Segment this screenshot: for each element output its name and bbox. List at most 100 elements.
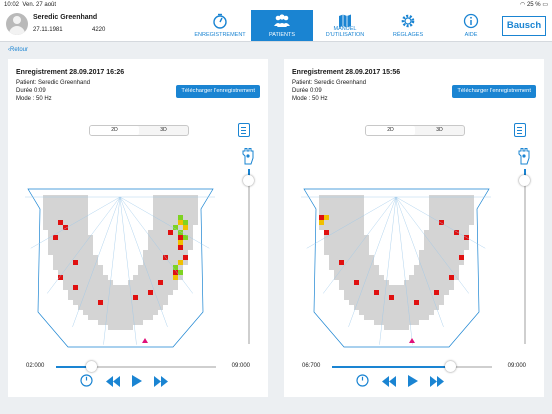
sensor-cell (68, 210, 73, 215)
sensor-cell (359, 200, 364, 205)
rewind-icon[interactable] (106, 374, 120, 392)
clock-icon[interactable] (356, 374, 369, 392)
tab-reglages[interactable]: RÉGLAGES (377, 10, 439, 41)
sensor-cell (439, 260, 444, 265)
sensor-cell (414, 265, 419, 270)
sensor-cell (334, 235, 339, 240)
sensor-cell (68, 270, 73, 275)
tab-enregistrement[interactable]: ENREGISTREMENT (190, 10, 250, 41)
sensor-cell (173, 195, 178, 200)
hand-icon[interactable] (241, 147, 255, 165)
sensor-cell (404, 295, 409, 300)
pressure-plot (301, 188, 491, 348)
clock-icon[interactable] (80, 374, 93, 392)
sensor-cell (334, 250, 339, 255)
sensor-cell (429, 210, 434, 215)
sensor-cell (449, 285, 454, 290)
fast-forward-icon[interactable] (154, 374, 168, 392)
timeline-slider[interactable] (56, 361, 216, 372)
sensor-cell (148, 275, 153, 280)
sensor-cell (344, 235, 349, 240)
sensor-cell (434, 215, 439, 220)
view-3d-button[interactable]: 3D (436, 127, 443, 133)
sensor-cell (153, 240, 158, 245)
sensor-cell (148, 230, 153, 235)
sensor-cell (354, 280, 359, 285)
wifi-icon: ◠ (520, 2, 526, 8)
sensor-cell (68, 230, 73, 235)
sensor-cell (53, 250, 58, 255)
sensor-cell (334, 270, 339, 275)
timeline-slider[interactable] (332, 361, 492, 372)
sensor-cell (344, 240, 349, 245)
sensor-cell (168, 280, 173, 285)
tab-patients[interactable]: PATIENTS (251, 10, 313, 41)
slider-knob[interactable] (86, 361, 98, 372)
slider-knob[interactable] (445, 361, 457, 372)
intensity-slider[interactable] (519, 169, 530, 344)
sensor-cell (434, 245, 439, 250)
hand-icon[interactable] (517, 147, 531, 165)
notes-icon[interactable] (238, 123, 250, 137)
sensor-cell (63, 240, 68, 245)
notes-icon[interactable] (514, 123, 526, 137)
sensor-cell (173, 230, 178, 235)
sensor-cell (53, 195, 58, 200)
sensor-cell (93, 300, 98, 305)
view-2d-button[interactable]: 2D (366, 126, 415, 135)
tab-manuel[interactable]: MANUEL D'UTILISATION (314, 10, 376, 41)
sensor-cell (384, 295, 389, 300)
sensor-cell (178, 205, 183, 210)
sensor-cell (364, 300, 369, 305)
rewind-icon[interactable] (382, 374, 396, 392)
slider-knob[interactable] (243, 174, 254, 186)
sensor-cell (424, 300, 429, 305)
sensor-cell (454, 220, 459, 225)
back-link[interactable]: ‹Retour (8, 47, 29, 53)
play-icon[interactable] (132, 374, 142, 392)
view-2d-button[interactable]: 2D (90, 126, 139, 135)
sensor-cell (379, 310, 384, 315)
recording-title: Enregistrement 28.09.2017 16:26 (16, 69, 125, 76)
view-3d-button[interactable]: 3D (160, 127, 167, 133)
sensor-cell (148, 290, 153, 295)
sensor-cell (163, 210, 168, 215)
fast-forward-icon[interactable] (430, 374, 444, 392)
sensor-cell (369, 300, 374, 305)
sensor-cell (369, 285, 374, 290)
sensor-cell (469, 205, 474, 210)
sensor-cell (123, 325, 128, 330)
sensor-cell (454, 215, 459, 220)
intensity-slider[interactable] (243, 169, 254, 344)
sensor-cell (138, 305, 143, 310)
sensor-cell (429, 225, 434, 230)
sensor-cell (83, 250, 88, 255)
play-icon[interactable] (408, 374, 418, 392)
sensor-cell (424, 240, 429, 245)
download-recording-button[interactable]: Télécharger l'enregistrement (176, 85, 260, 98)
sensor-cell (334, 245, 339, 250)
sensor-cell (138, 290, 143, 295)
sensor-cell (339, 270, 344, 275)
sensor-cell (359, 225, 364, 230)
sensor-cell (138, 310, 143, 315)
tab-aide[interactable]: AIDE (440, 10, 502, 41)
sensor-cell (329, 220, 334, 225)
sensor-cell (384, 315, 389, 320)
sensor-cell (83, 210, 88, 215)
sensor-cell (354, 225, 359, 230)
sensor-cell (133, 300, 138, 305)
sensor-cell (153, 290, 158, 295)
sensor-cell (188, 195, 193, 200)
download-recording-button[interactable]: Télécharger l'enregistrement (452, 85, 536, 98)
sensor-cell (183, 255, 188, 260)
position-marker (142, 338, 148, 343)
sensor-cell (143, 255, 148, 260)
slider-knob[interactable] (519, 174, 530, 186)
sensor-cell (68, 280, 73, 285)
sensor-cell (424, 260, 429, 265)
sensor-cell (163, 275, 168, 280)
sensor-cell (68, 290, 73, 295)
sensor-cell (93, 270, 98, 275)
bausch-logo: Bausch (502, 16, 546, 36)
